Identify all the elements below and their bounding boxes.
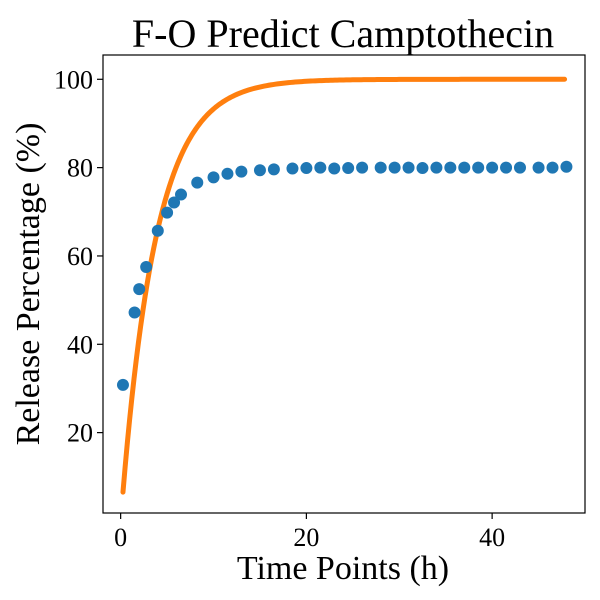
observed-point [116,378,129,391]
plot-frame [102,54,586,514]
observed-point [560,160,573,173]
observed-point [472,161,485,174]
observed-point [532,161,545,174]
chart-title: F-O Predict Camptothecin [132,11,554,56]
observed-point [342,162,355,175]
observed-point [300,162,313,175]
observed-point [207,171,220,184]
observed-point [175,188,188,201]
observed-point [267,163,280,176]
x-axis-label: Time Points (h) [237,550,449,587]
y-axis-ticks: 20 40 60 80 100 [54,65,103,448]
plot-area [102,54,586,514]
y-tick-label: 40 [67,330,93,359]
observed-point [328,162,341,175]
observed-point [444,161,457,174]
x-tick-label: 40 [479,523,505,552]
predicted-curve [120,76,568,495]
observed-point [356,161,369,174]
observed-point [374,161,387,174]
observed-point [161,206,174,219]
observed-point [191,176,204,189]
observed-point [546,161,559,174]
x-tick-label: 0 [114,523,127,552]
observed-point [458,161,471,174]
y-tick-label: 60 [67,242,93,271]
predicted-series [120,76,568,495]
x-axis-ticks: 0 20 40 [114,513,505,552]
y-axis-label: Release Percentage (%) [10,123,47,446]
observed-point [133,283,146,296]
observed-point [128,306,141,319]
observed-point [168,196,181,209]
observed-series [116,160,573,391]
observed-point [416,162,429,175]
observed-point [140,261,153,273]
y-tick-label: 100 [54,65,93,94]
observed-point [500,161,513,174]
y-tick-label: 20 [67,419,93,448]
observed-point [253,164,266,177]
observed-point [430,161,443,174]
observed-point [235,165,248,178]
x-tick-label: 20 [293,523,319,552]
observed-point [314,161,327,174]
observed-point [388,161,401,174]
y-tick-label: 80 [67,154,93,183]
observed-point [486,161,499,174]
observed-point [151,224,164,237]
observed-point [286,162,299,175]
observed-point [221,167,234,180]
observed-point [402,161,415,174]
observed-point [513,161,526,174]
